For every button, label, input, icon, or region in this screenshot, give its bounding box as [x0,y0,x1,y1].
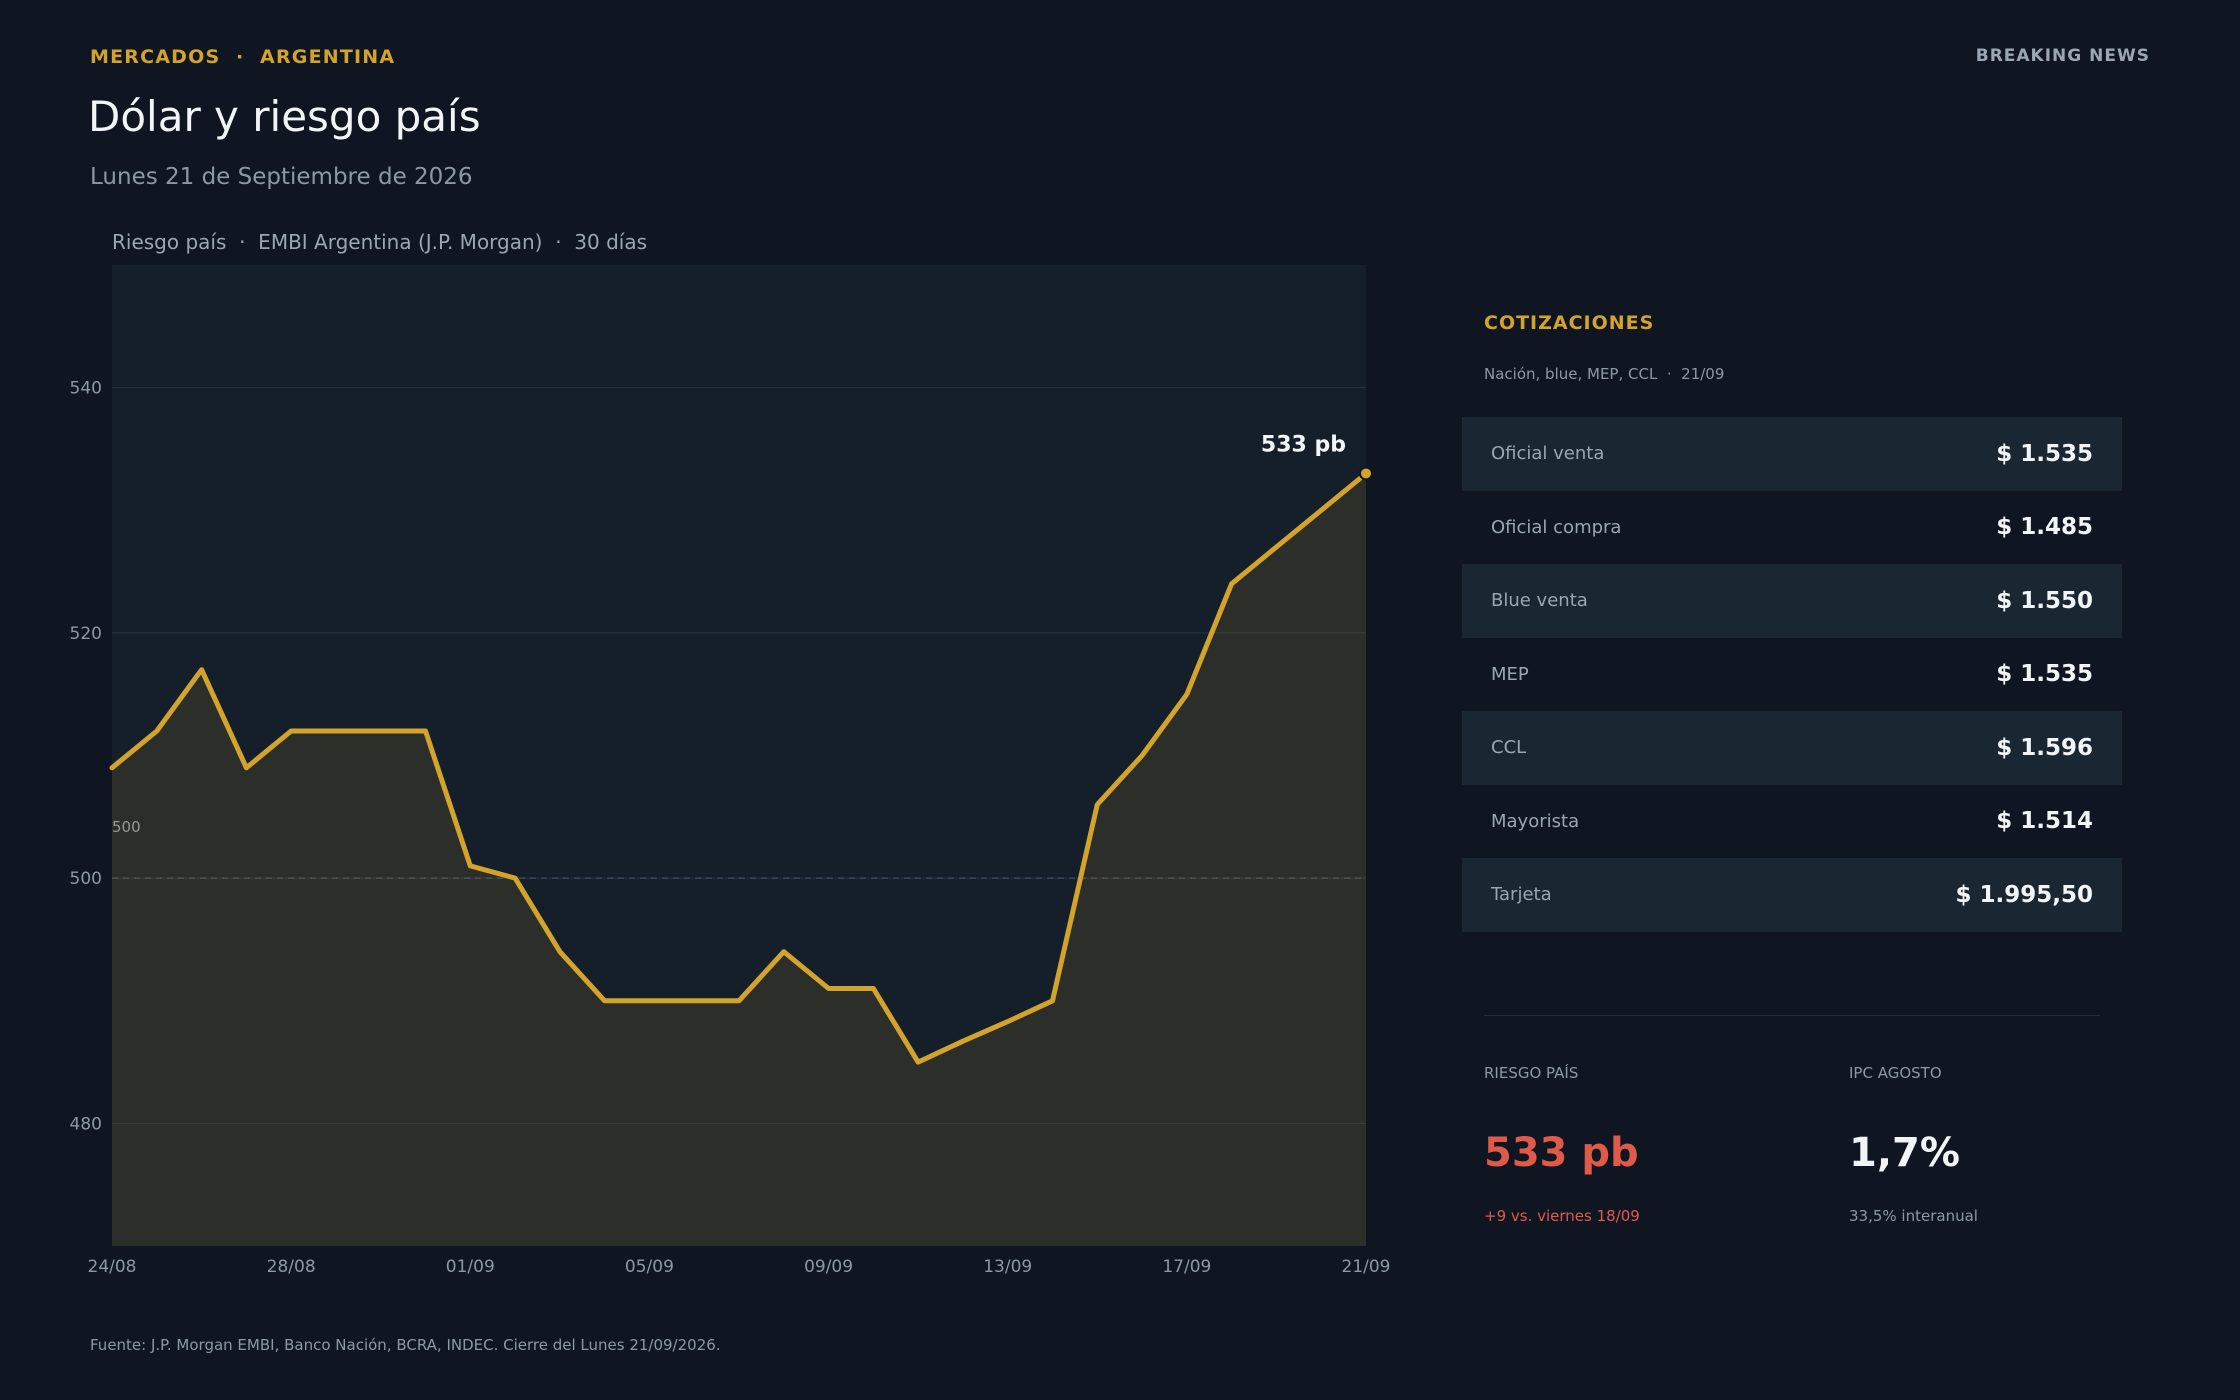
x-tick-label: 09/09 [804,1257,853,1277]
rate-value: $ 1.596 [1996,734,2093,761]
ipc-label: IPC AGOSTO [1849,1064,1942,1082]
rate-value: $ 1.535 [1996,661,2093,688]
breaking-news-label: BREAKING NEWS [1975,46,2150,66]
riesgo-pais-chart: 480 500 520 540 500 533 pb 24/08 28/08 01/09 05/0… [69,265,1391,1277]
rate-row-tarjeta: Tarjeta $ 1.995,50 [1462,858,2122,932]
x-tick-label: 24/08 [88,1257,137,1277]
page-title: Dólar y riesgo país [88,92,481,141]
x-tick-label: 05/09 [625,1257,674,1277]
y-tick-label: 520 [70,624,102,644]
x-tick-label: 01/09 [446,1257,495,1277]
panel-divider [1484,1015,2100,1016]
rate-value: $ 1.514 [1996,808,2093,835]
end-value-label: 533 pb [1261,432,1346,457]
riesgo-pais-line [109,471,1369,1065]
y-tick-label: 500 [70,869,102,889]
section-kicker: MERCADOS · ARGENTINA [90,46,396,68]
ipc-interanual: 33,5% interanual [1849,1207,1978,1225]
riesgo-pais-label: RIESGO PAÍS [1484,1064,1579,1082]
rates-panel-subtitle: Nación, blue, MEP, CCL · 21/09 [1484,365,1725,383]
rate-value: $ 1.550 [1996,587,2093,614]
area-fill [112,473,1366,1246]
riesgo-pais-value: 533 pb [1484,1130,1639,1176]
chart-caption: Riesgo país · EMBI Argentina (J.P. Morga… [112,230,647,254]
y-tick-label: 480 [70,1114,102,1134]
rate-row-mayorista: Mayorista $ 1.514 [1462,785,2122,859]
x-tick-label: 13/09 [983,1257,1032,1277]
rate-label: Blue venta [1491,590,1588,612]
rate-label: Oficial compra [1491,516,1622,538]
rate-value: $ 1.485 [1996,514,2093,541]
rate-label: Tarjeta [1491,884,1552,906]
reference-line-label: 500 [112,818,141,836]
rate-value: $ 1.535 [1996,440,2093,467]
rate-label: Mayorista [1491,810,1580,832]
rate-label: Oficial venta [1491,443,1605,465]
rate-row-oficial-venta: Oficial venta $ 1.535 [1462,417,2122,491]
ipc-value: 1,7% [1849,1130,1960,1176]
rate-label: MEP [1491,663,1529,685]
rate-label: CCL [1491,737,1527,759]
rates-table: Oficial venta $ 1.535 Oficial compra $ 1… [1462,417,2122,932]
x-tick-label: 21/09 [1342,1257,1391,1277]
plot-background [112,265,1366,1246]
rate-row-ccl: CCL $ 1.596 [1462,711,2122,785]
rate-value: $ 1.995,50 [1955,881,2093,908]
last-point-marker [1359,466,1373,481]
page-date: Lunes 21 de Septiembre de 2026 [90,164,473,190]
x-tick-label: 28/08 [267,1257,316,1277]
rate-row-mep: MEP $ 1.535 [1462,638,2122,712]
rate-row-blue-venta: Blue venta $ 1.550 [1462,564,2122,638]
rates-panel-title: COTIZACIONES [1484,312,1655,334]
source-footer: Fuente: J.P. Morgan EMBI, Banco Nación, … [90,1336,721,1354]
riesgo-pais-change: +9 vs. viernes 18/09 [1484,1207,1640,1225]
rate-row-oficial-compra: Oficial compra $ 1.485 [1462,491,2122,565]
y-tick-label: 540 [70,379,102,399]
x-tick-label: 17/09 [1162,1257,1211,1277]
